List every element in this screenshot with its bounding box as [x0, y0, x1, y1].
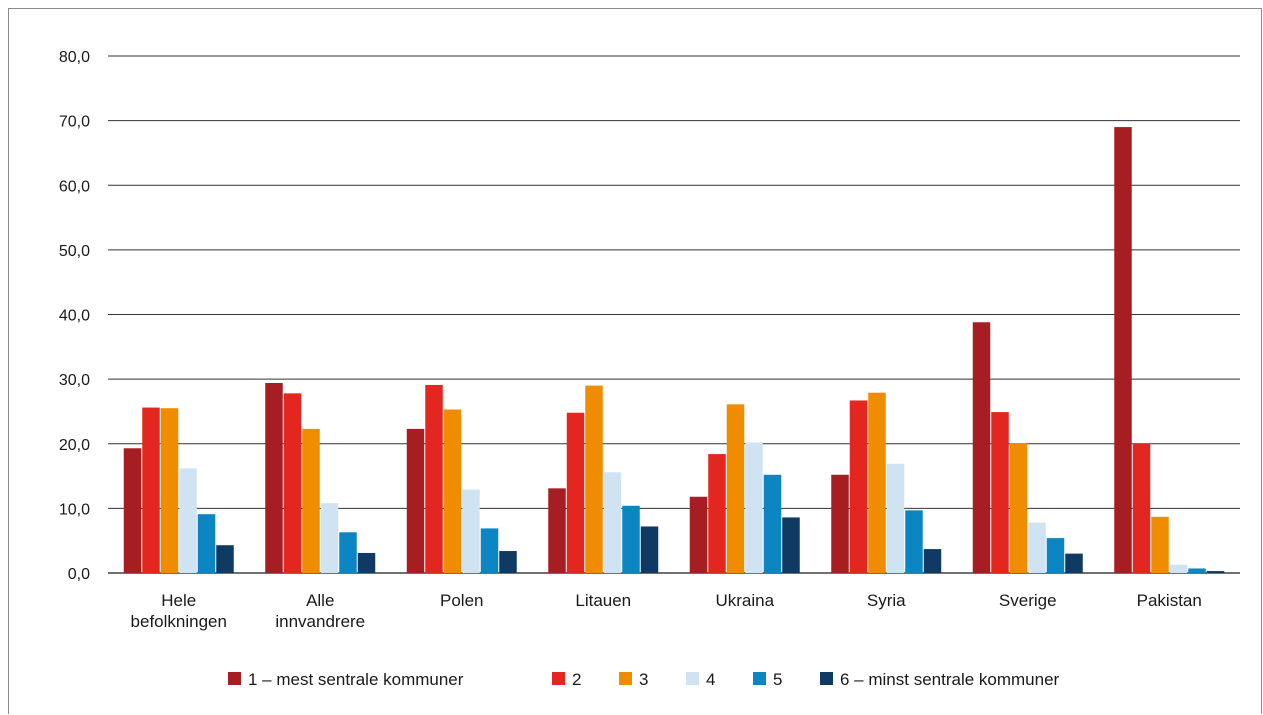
legend-label: 1 – mest sentrale kommuner: [248, 670, 464, 689]
bar: [1114, 127, 1132, 574]
bar: [197, 514, 216, 573]
bar: [831, 474, 849, 573]
legend-label: 3: [639, 670, 648, 689]
x-tick-label-line: Syria: [867, 591, 906, 610]
x-tick-label: Alle innvandrere: [275, 591, 365, 631]
bar: [566, 412, 585, 573]
legend-swatch: [552, 672, 565, 685]
bar: [763, 474, 782, 573]
bar: [708, 454, 726, 573]
y-tick-label: 0,0: [68, 566, 90, 583]
bar: [499, 551, 517, 573]
x-tick-label-line: Sverige: [999, 591, 1057, 610]
x-tick-label: Ukraina: [715, 591, 774, 610]
legend-swatch: [228, 672, 241, 685]
bar: [991, 412, 1009, 573]
legend-swatch: [686, 672, 699, 685]
bar: [406, 428, 425, 573]
bar: [160, 408, 179, 573]
legend-label: 6 – minst sentrale kommuner: [840, 670, 1060, 689]
legend-label: 4: [706, 670, 715, 689]
bar: [443, 409, 462, 573]
y-axis: 0,0 10,0 20,0 30,0 40,0 50,0 60,0 70,0 80,0: [59, 49, 90, 583]
bar: [1065, 553, 1083, 573]
bar: [1169, 564, 1188, 573]
y-tick-label: 20,0: [59, 437, 90, 454]
x-tick-label-line: Pakistan: [1137, 591, 1202, 610]
bar: [689, 496, 708, 573]
x-tick-label: Syria: [867, 591, 906, 610]
y-tick-label: 60,0: [59, 178, 90, 195]
y-tick-label: 30,0: [59, 372, 90, 389]
bar: [1188, 568, 1206, 573]
legend-swatch: [753, 672, 766, 685]
legend-label: 5: [773, 670, 782, 689]
x-tick-label-line: Litauen: [575, 591, 631, 610]
bar: [585, 385, 603, 573]
bar: [462, 489, 480, 573]
x-tick-label-line: Hele: [161, 591, 196, 610]
bar: [320, 503, 339, 573]
bar: [923, 549, 942, 573]
legend-label: 2: [572, 670, 581, 689]
bar: [548, 488, 566, 573]
bar: [1046, 538, 1065, 573]
bar: [1206, 571, 1225, 573]
y-tick-label: 40,0: [59, 308, 90, 325]
bar: [123, 448, 142, 573]
bar: [868, 392, 886, 573]
bar: [1028, 522, 1046, 573]
bar: [905, 510, 923, 573]
bar: [849, 400, 868, 573]
bar: [283, 393, 302, 573]
bar: [1132, 443, 1151, 573]
bar: [216, 545, 234, 573]
bar: [302, 428, 320, 573]
bar: [782, 517, 800, 573]
x-tick-label: Hele befolkningen: [131, 591, 227, 631]
x-tick-label: Pakistan: [1137, 591, 1202, 610]
x-tick-label: Litauen: [575, 591, 631, 610]
bar: [339, 532, 357, 573]
x-tick-label-line: Alle: [306, 591, 334, 610]
bar: [480, 528, 499, 573]
legend-swatch: [820, 672, 833, 685]
bar: [1151, 516, 1169, 573]
y-tick-label: 10,0: [59, 501, 90, 518]
bar: [972, 322, 991, 573]
bar: [622, 505, 640, 573]
bar: [179, 468, 197, 573]
bar: [886, 463, 905, 573]
legend: 1 – mest sentrale kommuner 2 3 4 5 6 – minst …: [228, 670, 1060, 689]
y-tick-label: 50,0: [59, 243, 90, 260]
x-tick-label: Polen: [440, 591, 483, 610]
bar: [1009, 443, 1028, 573]
bar: [142, 407, 160, 573]
x-axis: Hele befolkningen Alle innvandrere Polen Lita…: [131, 591, 1202, 631]
x-tick-label-line: befolkningen: [131, 612, 227, 631]
x-tick-label-line: Polen: [440, 591, 483, 610]
bar: [265, 383, 283, 573]
x-tick-label-line: Ukraina: [715, 591, 774, 610]
x-tick-label-line: innvandrere: [275, 612, 365, 631]
bar: [357, 552, 376, 573]
bars: [123, 127, 1225, 574]
bar: [745, 442, 763, 573]
x-tick-label: Sverige: [999, 591, 1057, 610]
bar: [640, 526, 659, 573]
bar: [425, 384, 443, 573]
chart-frame: [8, 8, 1262, 714]
legend-swatch: [619, 672, 632, 685]
y-tick-label: 80,0: [59, 49, 90, 66]
bar: [603, 472, 622, 573]
y-tick-label: 70,0: [59, 114, 90, 131]
bar: [726, 404, 745, 573]
